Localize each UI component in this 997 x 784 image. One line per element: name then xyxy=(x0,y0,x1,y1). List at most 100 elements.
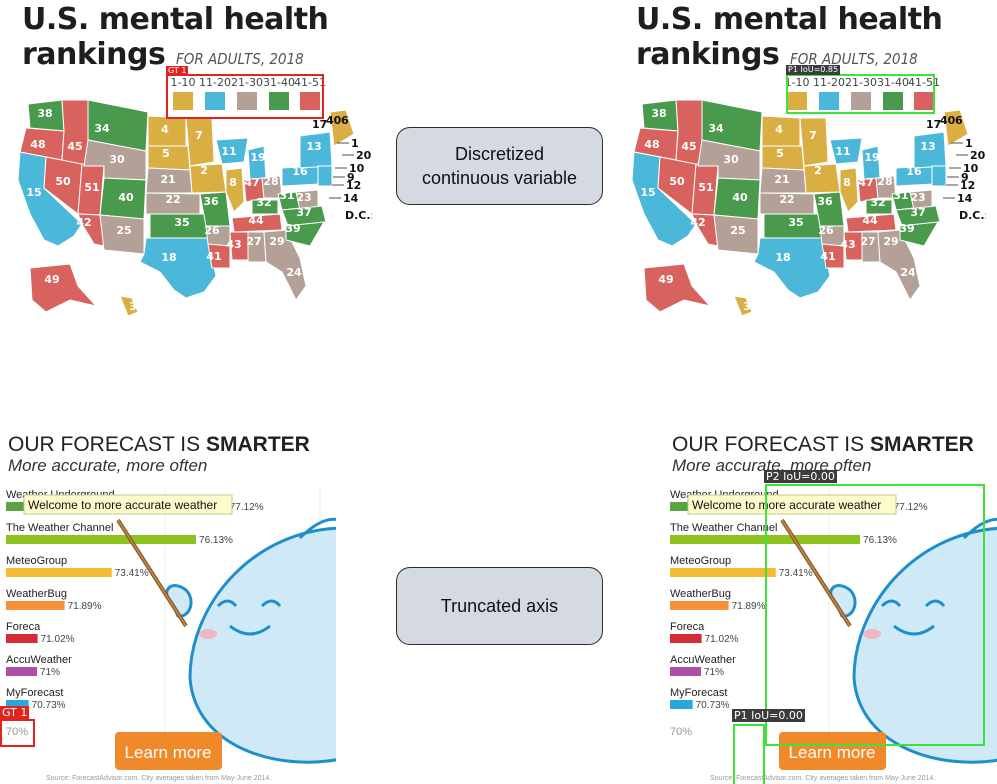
state-rank-label: 43 xyxy=(840,238,855,251)
state-rank-label: 5 xyxy=(162,147,170,160)
state-shape xyxy=(799,117,829,167)
state-rank-label: 7 xyxy=(809,129,817,142)
bar-name-label: WeatherBug xyxy=(670,588,731,600)
state-rank-label: 5 xyxy=(776,147,784,160)
legend-swatch xyxy=(269,92,289,110)
state-rank-label: 40 xyxy=(118,191,134,204)
state-rank-label: 26 xyxy=(204,224,220,237)
bar-value-label: 70.73% xyxy=(696,700,730,711)
state-rank-outside-label: 40 xyxy=(326,114,342,127)
state-rank-outside-label: 17 xyxy=(312,118,327,131)
state-shape xyxy=(251,199,279,215)
state-rank-label: 44 xyxy=(862,214,878,227)
state-rank-label: 3 xyxy=(129,300,137,313)
state-rank-outside-label: 1 xyxy=(965,137,973,150)
title-regular: OUR FORECAST IS xyxy=(672,433,870,456)
state-rank-label: 41 xyxy=(820,250,835,263)
legend-swatch xyxy=(237,92,257,110)
forecast-bar xyxy=(6,700,29,709)
state-rank-outside-label: D.C.: 12 xyxy=(959,209,986,222)
state-shape xyxy=(329,109,355,147)
state-shape xyxy=(139,237,217,299)
forecast-bar xyxy=(6,667,37,676)
legend-label: 11-20 xyxy=(813,76,845,89)
state-rank-label: 16 xyxy=(906,165,922,178)
state-rank-label: 48 xyxy=(644,138,659,151)
state-rank-label: 27 xyxy=(860,235,875,248)
state-rank-label: 45 xyxy=(681,140,696,153)
learn-more-button[interactable] xyxy=(115,732,222,770)
legend-swatch xyxy=(205,92,225,110)
forecast-title: OUR FORECAST IS SMARTER xyxy=(8,433,310,457)
title-regular: OUR FORECAST IS xyxy=(8,433,206,456)
bar-value-label: 71.89% xyxy=(68,601,102,612)
state-rank-label: 18 xyxy=(161,251,176,264)
state-rank-label: 8 xyxy=(843,176,851,189)
bar-name-label: AccuWeather xyxy=(670,654,736,666)
state-rank-label: 29 xyxy=(269,235,284,248)
state-shape xyxy=(803,163,841,194)
state-rank-label: 8 xyxy=(229,176,237,189)
state-rank-outside-label: 20 xyxy=(356,149,372,162)
forecast-panel-right: OUR FORECAST IS SMARTER More accurate, m… xyxy=(664,428,997,784)
forecast-bar xyxy=(6,601,65,610)
state-rank-label: 39 xyxy=(285,222,300,235)
state-rank-label: 15 xyxy=(26,186,41,199)
state-rank-label: 31 xyxy=(893,189,908,202)
state-rank-label: 18 xyxy=(775,251,790,264)
state-rank-label: 28 xyxy=(263,175,278,188)
learn-more-label[interactable]: Learn more xyxy=(125,743,212,762)
legend-label: 11-20 xyxy=(199,76,231,89)
legend-swatch xyxy=(787,92,807,110)
state-rank-label: 49 xyxy=(658,273,673,286)
state-rank-label: 7 xyxy=(195,129,203,142)
legend-swatch xyxy=(883,92,903,110)
state-shape xyxy=(821,243,845,269)
legend-label: 41-51 xyxy=(294,76,326,89)
bar-value-label: 77.12% xyxy=(894,502,928,513)
bar-name-label: MeteoGroup xyxy=(670,555,731,567)
learn-more-button[interactable] xyxy=(779,732,886,770)
map-title-line1: U.S. mental health xyxy=(22,2,329,37)
state-rank-label: 25 xyxy=(730,224,745,237)
state-rank-label: 42 xyxy=(76,216,91,229)
legend-label: 31-40 xyxy=(263,76,295,89)
state-rank-label: 15 xyxy=(640,186,655,199)
state-rank-label: 29 xyxy=(883,235,898,248)
state-rank-label: 36 xyxy=(203,195,219,208)
bar-name-label: WeatherBug xyxy=(6,588,67,600)
legend-label: 21-30 xyxy=(845,76,877,89)
caption-discretized: Discretized continuous variable xyxy=(396,127,603,205)
state-rank-label: 43 xyxy=(226,238,241,251)
pred-tag-p1: P1 IoU=0.00 xyxy=(732,709,805,723)
state-rank-label: 44 xyxy=(248,214,264,227)
source-note: Source: ForecastAdvisor.com. City averag… xyxy=(710,775,935,782)
bar-name-label: Foreca xyxy=(6,621,41,633)
title-bold: SMARTER xyxy=(869,433,974,456)
state-rank-label: 11 xyxy=(835,145,850,158)
tooltip-box xyxy=(23,494,233,515)
legend-swatch xyxy=(300,92,320,110)
map-title-line2: rankings xyxy=(636,37,780,72)
state-shape xyxy=(829,137,863,165)
gt-box-axis xyxy=(0,719,35,747)
raindrop-mascot-icon xyxy=(165,517,336,764)
forecast-chart: Weather Underground77.12%The Weather Cha… xyxy=(6,488,336,782)
state-rank-label: 4 xyxy=(161,123,169,136)
forecast-bar xyxy=(670,568,776,577)
learn-more-label[interactable]: Learn more xyxy=(789,743,876,762)
state-rank-label: 28 xyxy=(877,175,892,188)
state-rank-label: 38 xyxy=(651,107,666,120)
forecast-panel-left: OUR FORECAST IS SMARTER More accurate, m… xyxy=(0,428,336,784)
map-panel-right: U.S. mental health rankings FOR ADULTS, … xyxy=(625,0,997,335)
legend-label: 31-40 xyxy=(877,76,909,89)
state-rank-label: 40 xyxy=(732,191,748,204)
bar-name-label: The Weather Channel xyxy=(670,522,777,534)
state-rank-label: 32 xyxy=(256,196,271,209)
state-rank-label: 22 xyxy=(165,193,180,206)
state-rank-label: 50 xyxy=(669,175,685,188)
state-shape xyxy=(29,263,98,313)
bar-value-label: 71.02% xyxy=(41,634,75,645)
